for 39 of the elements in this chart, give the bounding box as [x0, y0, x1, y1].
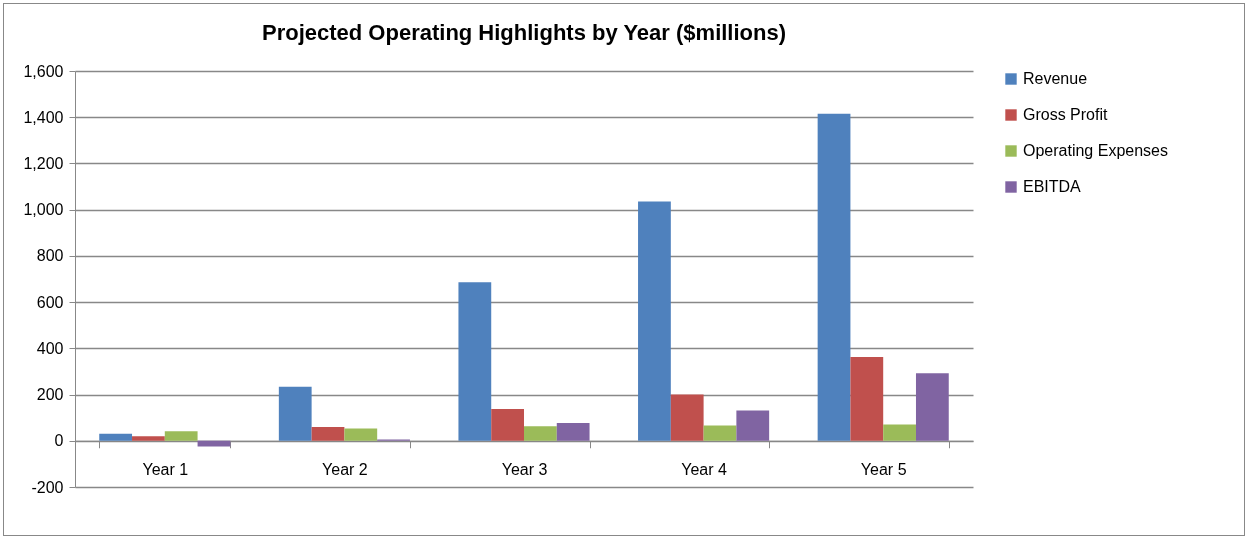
bar	[736, 410, 770, 441]
bar	[99, 433, 133, 441]
bar	[524, 426, 557, 441]
y-tick-label: 1,200	[23, 154, 64, 172]
bar	[278, 386, 312, 441]
x-tick-label: Year 5	[860, 461, 907, 479]
y-tick-label: 1,400	[23, 108, 64, 126]
bar	[850, 357, 884, 441]
bar	[132, 436, 165, 441]
x-tick-label: Year 3	[501, 461, 548, 479]
y-tick-label: 1,000	[23, 201, 64, 219]
bar	[703, 425, 737, 441]
y-tick-label: 800	[36, 247, 64, 265]
bar	[915, 373, 949, 441]
bar	[817, 113, 851, 441]
bar	[311, 426, 345, 441]
y-tick-label: 1,600	[23, 62, 64, 80]
bar	[458, 282, 492, 441]
chart-title: Projected Operating Highlights by Year ($millions)	[261, 20, 787, 45]
bar	[638, 201, 671, 441]
bar	[164, 431, 198, 441]
y-tick-label: 200	[36, 386, 64, 404]
x-tick-label: Year 1	[142, 461, 189, 479]
legend-label: Revenue	[1023, 70, 1088, 87]
y-tick-label: 0	[54, 432, 64, 450]
x-tick-label: Year 2	[322, 461, 368, 479]
bar	[670, 394, 704, 441]
bar	[883, 424, 916, 441]
legend-label: Gross Profit	[1023, 106, 1109, 123]
legend-label: EBITDA	[1023, 178, 1082, 195]
bar	[344, 428, 378, 441]
legend-label: Operating Expenses	[1023, 142, 1168, 159]
bar	[197, 440, 231, 447]
y-tick-label: -200	[31, 478, 64, 496]
x-tick-label: Year 4	[681, 461, 728, 479]
y-tick-label: 600	[36, 293, 64, 311]
y-tick-label: 400	[36, 339, 64, 357]
bar	[491, 408, 524, 441]
bar	[556, 422, 590, 441]
